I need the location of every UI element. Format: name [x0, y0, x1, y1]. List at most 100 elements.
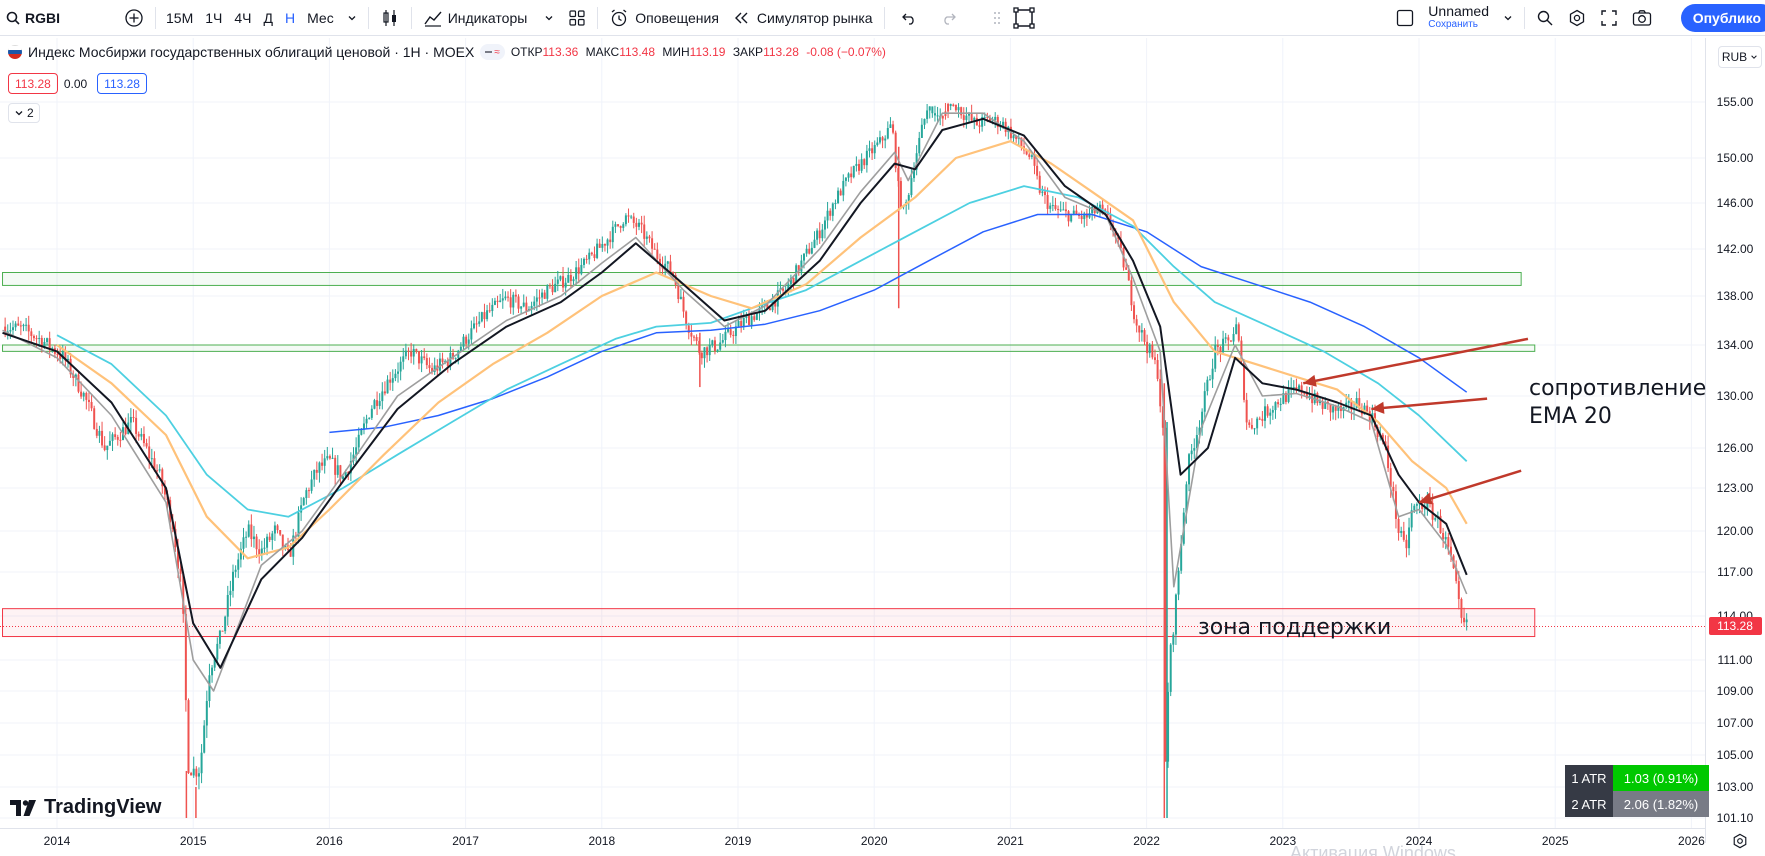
- candle-body: [732, 334, 735, 337]
- candle-body: [1038, 175, 1041, 193]
- candle-body: [954, 104, 957, 111]
- candle-body: [417, 351, 420, 364]
- candle-body: [35, 338, 38, 340]
- layout-toggle[interactable]: [1389, 0, 1421, 36]
- candle-body: [630, 216, 633, 218]
- candle-body: [761, 304, 764, 308]
- screenshot-button[interactable]: [1625, 0, 1659, 36]
- candle-body: [383, 391, 386, 394]
- fullscreen-button[interactable]: [1593, 0, 1625, 36]
- candle-body: [1376, 426, 1379, 437]
- save-label: Сохранить: [1428, 18, 1478, 30]
- time-tick-label: 2019: [725, 834, 752, 848]
- candle-body: [182, 573, 185, 614]
- candle-body: [721, 340, 724, 343]
- candle-body: [753, 316, 756, 320]
- candle-body: [708, 345, 711, 356]
- layout-dropdown[interactable]: [1496, 0, 1520, 36]
- axis-settings-icon[interactable]: [1732, 833, 1748, 849]
- candle-body: [1381, 434, 1384, 442]
- atr-row: 2 ATR 2.06 (1.82%): [1565, 791, 1709, 817]
- timeframe-15m[interactable]: 15М: [166, 9, 194, 26]
- candle-body: [889, 124, 892, 128]
- settings-button[interactable]: [1561, 0, 1593, 36]
- candle-body: [1460, 599, 1463, 618]
- symbol-search[interactable]: RGBI: [0, 0, 67, 36]
- chart-type-button[interactable]: [373, 0, 407, 36]
- candle-body: [1216, 345, 1219, 348]
- candle-body: [501, 298, 504, 301]
- undo-button[interactable]: [889, 0, 929, 36]
- price-tick-label: 103.00: [1717, 780, 1754, 794]
- candle-body: [300, 505, 303, 513]
- atr-label: 1 ATR: [1565, 765, 1613, 791]
- redo-button[interactable]: [929, 0, 969, 36]
- candle-body: [315, 469, 318, 473]
- indicators-collapse-button[interactable]: 2: [8, 103, 40, 123]
- buy-price-box[interactable]: 113.28: [97, 73, 147, 94]
- drag-handle[interactable]: [989, 0, 1005, 36]
- layouts-button[interactable]: [561, 0, 593, 36]
- alerts-button[interactable]: Оповещения: [602, 0, 726, 36]
- candle-body: [1088, 213, 1091, 218]
- candle-body: [643, 224, 646, 239]
- sell-price-box[interactable]: 113.28: [8, 73, 58, 94]
- candle-body: [1321, 401, 1324, 409]
- candle-body: [533, 301, 536, 306]
- timeframe-4h[interactable]: 4Ч: [234, 9, 252, 26]
- candle-body: [486, 310, 489, 320]
- candle-body: [847, 173, 850, 178]
- candle-body: [813, 239, 816, 248]
- candle-body: [1072, 210, 1075, 214]
- timeframe-1d[interactable]: Д: [263, 9, 273, 26]
- candle-body: [522, 302, 525, 307]
- candle-body: [679, 296, 682, 300]
- candle-body: [585, 258, 588, 260]
- tradingview-logo[interactable]: TradingView: [10, 796, 161, 819]
- currency-selector[interactable]: RUB: [1718, 46, 1762, 68]
- timeframe-1h[interactable]: 1Ч: [205, 9, 223, 26]
- indicators-button[interactable]: Индикаторы: [416, 0, 562, 36]
- candle-body: [711, 340, 714, 346]
- candle-body: [637, 222, 640, 227]
- candle-body: [918, 137, 921, 154]
- selection-tool-button[interactable]: [1005, 0, 1043, 36]
- alerts-label: Оповещения: [635, 9, 719, 26]
- candle-body: [415, 348, 418, 352]
- compare-symbol-button[interactable]: [117, 0, 151, 36]
- candle-body: [645, 236, 648, 239]
- candle-body: [1211, 368, 1214, 380]
- candle-body: [892, 124, 895, 133]
- candle-body: [1269, 412, 1272, 416]
- publish-button[interactable]: Опублико: [1680, 4, 1765, 32]
- candle-body: [197, 773, 200, 777]
- time-axis: 2014 2015 2016 2017 2018 2019 2020 2021 2022 2023…: [0, 828, 1705, 848]
- layout-name-button[interactable]: Unnamed Сохранить: [1421, 0, 1496, 36]
- candle-body: [90, 402, 93, 409]
- candle-body: [103, 445, 106, 451]
- candle-body: [572, 279, 575, 282]
- candle-body: [1332, 406, 1335, 413]
- candle-body: [614, 224, 617, 227]
- candle-body: [1169, 644, 1172, 692]
- timeframe-dropdown[interactable]: [340, 0, 364, 36]
- time-tick-label: 2025: [1542, 834, 1569, 848]
- timeframe-1mo[interactable]: Мес: [307, 9, 334, 26]
- candle-body: [1392, 486, 1395, 492]
- candle-body: [1135, 319, 1138, 326]
- bar-replay-button[interactable]: Симулятор рынка: [726, 0, 880, 36]
- candle-body: [334, 457, 337, 475]
- candle-body: [768, 308, 771, 311]
- candle-body: [823, 220, 826, 230]
- indicator-count: 2: [27, 106, 34, 120]
- symbol-description[interactable]: Индекс Мосбиржи государственных облигаци…: [28, 44, 475, 60]
- currency-label: RUB: [1721, 50, 1748, 64]
- candle-body: [789, 277, 792, 285]
- candle-body: [211, 667, 214, 676]
- timeframe-1w[interactable]: Н: [284, 9, 296, 26]
- quick-search-button[interactable]: [1529, 0, 1561, 36]
- atr-label: 2 ATR: [1565, 791, 1613, 817]
- candle-body: [1078, 214, 1081, 216]
- market-status-chip[interactable]: ≈: [480, 44, 505, 60]
